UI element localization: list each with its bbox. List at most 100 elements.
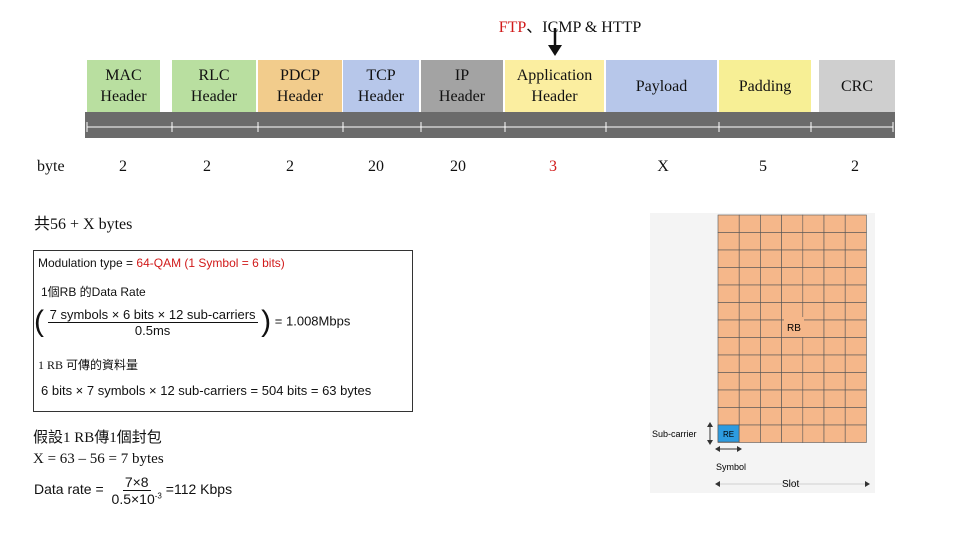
grid-cell <box>823 267 846 286</box>
grid-cell <box>717 302 740 321</box>
header-box-crc: CRC <box>819 60 895 112</box>
grid-cell <box>781 407 804 426</box>
grid-cell <box>844 267 867 286</box>
grid-cell <box>738 284 761 303</box>
grid-cell <box>802 354 825 373</box>
re-label: RE <box>723 430 734 439</box>
grid-cell <box>760 214 782 233</box>
grid-cell <box>802 407 825 426</box>
calculation-panel <box>33 250 413 412</box>
re-cell <box>717 424 740 443</box>
bytes-padding: 5 <box>759 158 767 175</box>
grid-cell <box>823 407 846 426</box>
grid-cell <box>823 389 846 408</box>
grid-cell <box>760 372 782 391</box>
grid-cell <box>738 267 761 286</box>
grid-cell <box>717 372 740 391</box>
grid-cell <box>760 354 782 373</box>
grid-cell <box>738 337 761 356</box>
header-box-ip: IP Header <box>421 60 503 112</box>
grid-cell <box>738 214 761 233</box>
grid-cell <box>717 319 740 338</box>
grid-cell <box>781 337 804 356</box>
grid-cell <box>760 249 782 268</box>
grid-cell <box>760 337 782 356</box>
grid-cell <box>738 389 761 408</box>
grid-cell <box>802 232 825 251</box>
grid-cell <box>717 214 740 233</box>
grid-cell <box>823 337 846 356</box>
grid-cell <box>781 354 804 373</box>
modulation-type: Modulation type = 64-QAM (1 Symbol = 6 b… <box>38 256 285 270</box>
grid-cell <box>781 284 804 303</box>
bytes-rlc: 2 <box>203 158 211 175</box>
grid-cell <box>823 372 846 391</box>
grid-cell <box>760 302 782 321</box>
grid-cell <box>844 249 867 268</box>
grid-cell <box>717 389 740 408</box>
grid-cell <box>823 424 846 443</box>
header-box-application: Application Header <box>505 60 604 112</box>
grid-cell <box>802 424 825 443</box>
grid-cell <box>760 232 782 251</box>
grid-cell <box>760 267 782 286</box>
symbol-label: Symbol <box>716 462 746 472</box>
grid-cell <box>738 249 761 268</box>
title-rest: 、ICMP & HTTP <box>526 19 642 36</box>
grid-cell <box>738 302 761 321</box>
grid-cell <box>823 214 846 233</box>
grid-cell <box>781 389 804 408</box>
grid-cell <box>781 424 804 443</box>
grid-cell <box>823 354 846 373</box>
grid-cell <box>781 249 804 268</box>
grid-cell <box>760 407 782 426</box>
header-box-payload: Payload <box>606 60 717 112</box>
grid-cell <box>760 319 782 338</box>
down-arrow-icon <box>548 28 562 56</box>
byte-span-bar <box>85 112 895 138</box>
header-box-mac: MAC Header <box>87 60 160 112</box>
bytes-pdcp: 2 <box>286 158 294 175</box>
grid-cell <box>802 284 825 303</box>
grid-cell <box>802 302 825 321</box>
grid-cell <box>823 284 846 303</box>
rb-rate-formula: ( 7 symbols × 6 bits × 12 sub-carriers 0… <box>34 305 351 338</box>
grid-cell <box>802 389 825 408</box>
grid-cell <box>844 214 867 233</box>
grid-cell <box>844 337 867 356</box>
grid-cell <box>738 372 761 391</box>
total-bytes: 共56 + X bytes <box>34 216 133 233</box>
grid-cell <box>802 337 825 356</box>
grid-cell <box>844 319 867 338</box>
resource-grid: RB RE Sub-carrier Symbol Slot <box>652 214 870 490</box>
header-box-tcp: TCP Header <box>343 60 419 112</box>
grid-cell <box>738 424 761 443</box>
grid-cell <box>844 372 867 391</box>
grid-cell <box>781 267 804 286</box>
rb-amount-formula: 6 bits × 7 symbols × 12 sub-carriers = 5… <box>41 383 372 398</box>
grid-cell <box>738 319 761 338</box>
grid-cell <box>844 407 867 426</box>
grid-cell <box>844 284 867 303</box>
grid-cell <box>781 372 804 391</box>
grid-cell <box>760 389 782 408</box>
grid-cell <box>717 337 740 356</box>
grid-cell <box>844 302 867 321</box>
grid-cell <box>738 354 761 373</box>
grid-cell <box>717 407 740 426</box>
grid-cell <box>717 354 740 373</box>
grid-cell <box>823 319 846 338</box>
subcarrier-label: Sub-carrier <box>652 429 697 439</box>
grid-cell <box>760 424 782 443</box>
bytes-payload: X <box>657 158 669 175</box>
bytes-crc: 2 <box>851 158 859 175</box>
grid-cell <box>802 267 825 286</box>
byte-row-label: byte <box>37 158 65 175</box>
bytes-mac: 2 <box>119 158 127 175</box>
grid-cell <box>844 354 867 373</box>
assumption-text: 假設1 RB傳1個封包 X = 63 – 56 = 7 bytes <box>33 430 164 467</box>
grid-cell <box>717 284 740 303</box>
grid-cell <box>717 232 740 251</box>
header-box-pdcp: PDCP Header <box>258 60 342 112</box>
grid-cell <box>802 249 825 268</box>
